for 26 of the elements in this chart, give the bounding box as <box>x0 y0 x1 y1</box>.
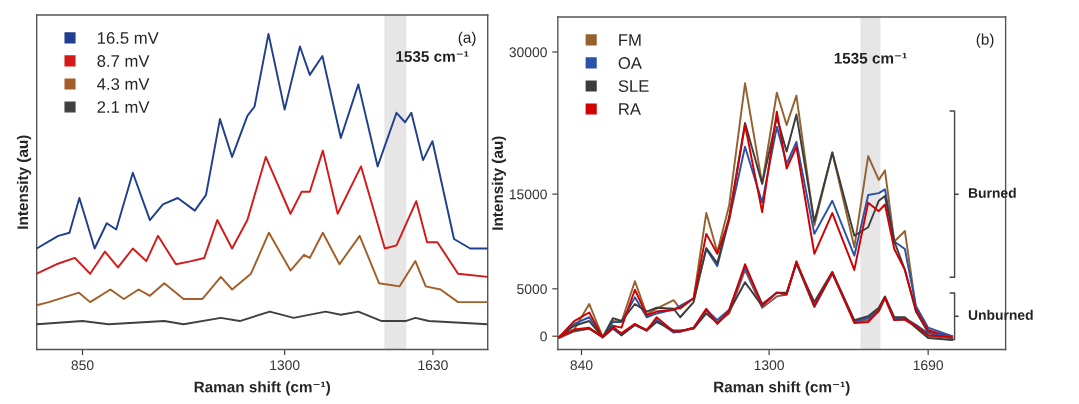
x-axis-title: Raman shift (cm⁻¹) <box>714 381 850 396</box>
x-tick-label: 1300 <box>754 360 784 371</box>
annotation: (a) <box>458 31 476 46</box>
y-axis-title: Intensity (au) <box>16 135 32 229</box>
legend-label: 8.7 mV <box>97 55 150 67</box>
legend-label: 4.3 mV <box>97 78 150 90</box>
x-tick-label: 840 <box>570 360 593 371</box>
x-axis-title: Raman shift (cm⁻¹) <box>194 381 330 396</box>
y-tick-label: 30000 <box>509 47 547 58</box>
y-axis-title: Intensity (au) <box>491 136 507 230</box>
x-tick-label: 1300 <box>270 360 300 371</box>
legend-label: RA <box>619 103 641 115</box>
y-tick-label: 0 <box>540 331 547 342</box>
x-tick-label: 850 <box>71 360 94 371</box>
y-tick-label: 15000 <box>509 189 547 200</box>
x-tick-label: 1630 <box>418 360 448 371</box>
legend-label: OA <box>618 57 642 69</box>
legend-label: FM <box>619 34 641 46</box>
annotation: (b) <box>976 33 994 48</box>
legend-label: SLE <box>618 80 649 92</box>
y-tick-label: 5000 <box>517 284 547 294</box>
band-label: 1535 cm⁻¹ <box>834 52 907 64</box>
legend-label: 2.1 mV <box>97 101 150 113</box>
legend-label: 16.5 mV <box>97 32 159 44</box>
x-tick-label: 1690 <box>913 360 944 371</box>
band-label: 1535 cm⁻¹ <box>396 51 469 62</box>
